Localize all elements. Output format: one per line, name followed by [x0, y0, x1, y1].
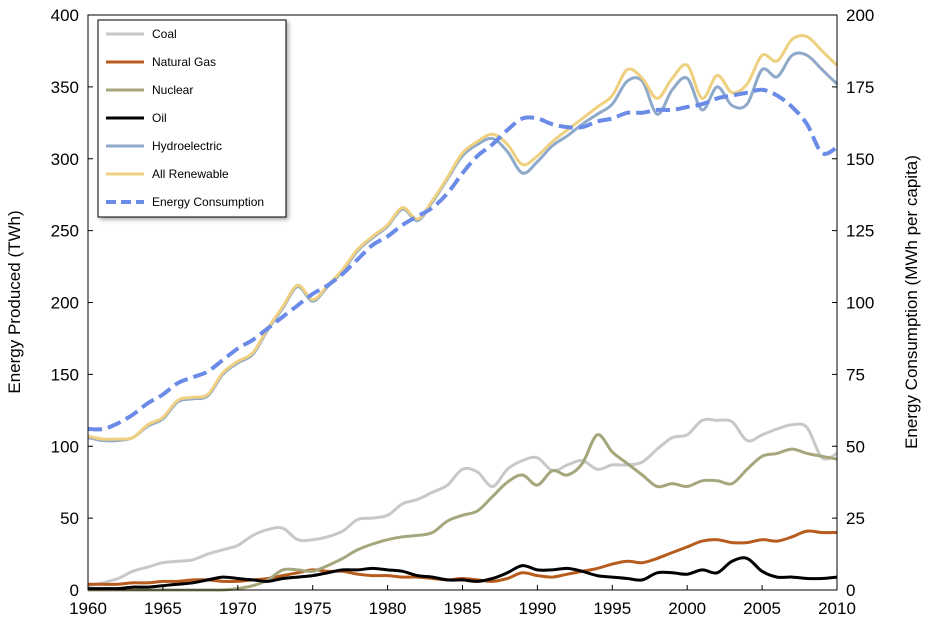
legend-item-coal: Coal: [106, 27, 177, 41]
x-tick-label: 1975: [294, 599, 332, 618]
x-tick-label: 1995: [593, 599, 631, 618]
x-tick-label: 2010: [818, 599, 856, 618]
x-tick-label: 1980: [369, 599, 407, 618]
x-tick-label: 1960: [69, 599, 107, 618]
y-left-tick-label: 0: [70, 581, 79, 600]
legend-item-natural-gas: Natural Gas: [106, 55, 216, 69]
legend-item-all-renewable: All Renewable: [106, 167, 229, 181]
series-line-coal: [87, 417, 838, 588]
legend-label-energy-consumption: Energy Consumption: [152, 195, 264, 209]
y-right-tick-label: 125: [846, 222, 874, 241]
x-tick-label: 2005: [743, 599, 781, 618]
y-axis-left-title: Energy Produced (TWh): [5, 210, 24, 393]
legend-label-oil: Oil: [152, 111, 167, 125]
series-line-oil: [88, 556, 838, 591]
y-right-tick-label: 50: [846, 437, 865, 456]
y-left-tick-label: 250: [51, 222, 79, 241]
legend-label-coal: Coal: [152, 27, 177, 41]
y-right-tick-label: 25: [846, 509, 865, 528]
y-right-tick-label: 150: [846, 150, 874, 169]
legend: Coal Natural Gas Nuclear Oil Hydroelectric Al…: [97, 19, 287, 218]
legend-item-nuclear: Nuclear: [106, 83, 193, 97]
y-right-tick-label: 175: [846, 78, 874, 97]
x-tick-label: 2000: [668, 599, 706, 618]
x-tick-label: 1985: [444, 599, 482, 618]
legend-label-nuclear: Nuclear: [152, 83, 193, 97]
legend-items: Coal Natural Gas Nuclear Oil Hydroelectric Al…: [106, 27, 264, 209]
y-right-tick-label: 0: [846, 581, 855, 600]
legend-item-hydroelectric: Hydroelectric: [106, 139, 222, 153]
y-axis-right-title: Energy Consumption (MWh per capita): [902, 155, 921, 449]
legend-item-oil: Oil: [106, 111, 167, 125]
y-left-tick-label: 200: [51, 294, 79, 313]
y-left-tick-label: 50: [60, 509, 79, 528]
legend-label-natural-gas: Natural Gas: [152, 55, 216, 69]
legend-label-hydroelectric: Hydroelectric: [152, 139, 222, 153]
x-tick-label: 1970: [219, 599, 257, 618]
legend-label-all-renewable: All Renewable: [152, 167, 229, 181]
y-right-tick-label: 100: [846, 294, 874, 313]
x-tick-label: 1990: [518, 599, 556, 618]
y-left-tick-label: 350: [51, 78, 79, 97]
series-line-all-renewable: [87, 34, 839, 441]
y-right-tick-label: 75: [846, 365, 865, 384]
legend-item-energy-consumption: Energy Consumption: [106, 195, 264, 209]
y-left-tick-label: 100: [51, 437, 79, 456]
x-tick-label: 1965: [144, 599, 182, 618]
y-left-tick-label: 300: [51, 150, 79, 169]
ticks-layer: [87, 14, 838, 591]
tick-labels-layer: 1960 1965 1970 1975 1980 1985 1990 1995 2000 2005…: [51, 6, 875, 618]
y-left-tick-label: 150: [51, 365, 79, 384]
series-line-energy-consumption: [87, 87, 838, 432]
y-left-tick-label: 400: [51, 6, 79, 25]
y-right-tick-label: 200: [846, 6, 874, 25]
